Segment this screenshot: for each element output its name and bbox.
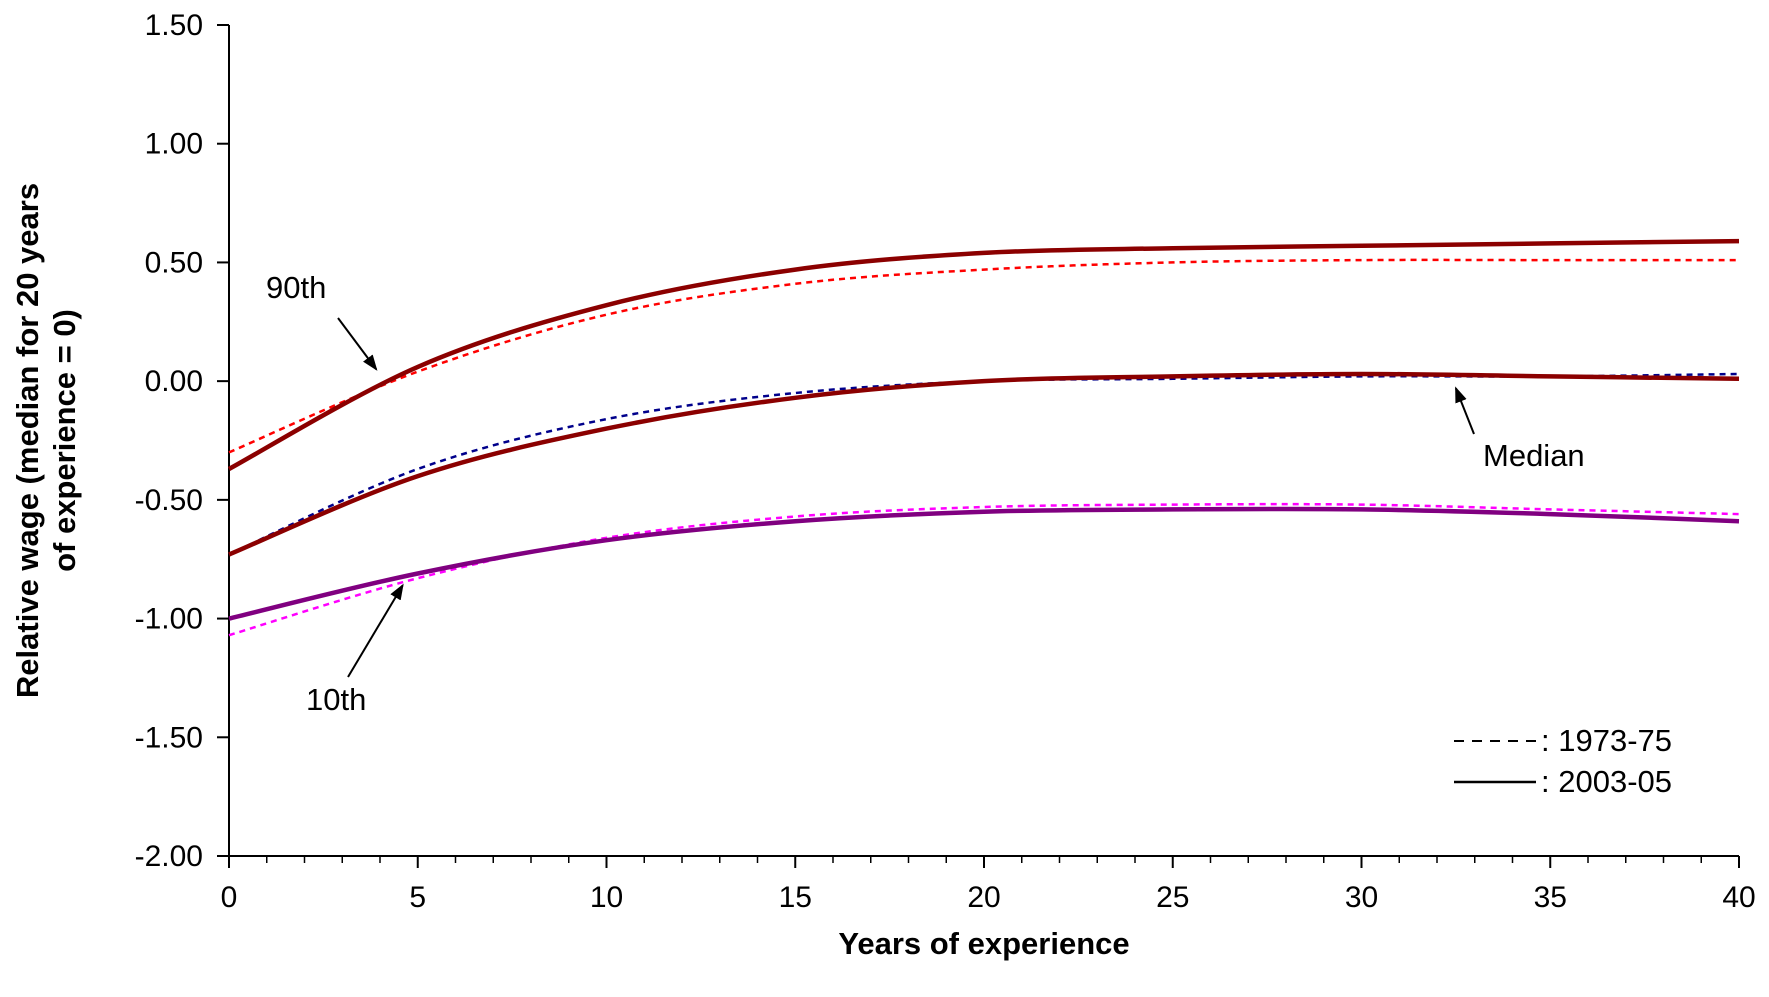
legend: : 1973-75 : 2003-05 — [1454, 723, 1672, 799]
annotation-label: Median — [1483, 438, 1585, 473]
x-axis-title: Years of experience — [838, 926, 1129, 961]
annotation-arrow — [347, 583, 404, 678]
x-tick-label: 40 — [1722, 881, 1755, 914]
legend-label: : 1973-75 — [1541, 723, 1672, 758]
series-median-2003-05 — [228, 371, 1740, 557]
series-lines — [227, 238, 1740, 637]
y-axis-title-line: Relative wage (median for 20 years — [10, 183, 45, 698]
x-tick-label: 20 — [967, 881, 1000, 914]
annotation-label: 90th — [266, 270, 326, 305]
annotations: 90th Median 10th — [266, 270, 1585, 717]
y-axis-title-line: of experience = 0) — [47, 309, 82, 572]
x-tick-label: 35 — [1534, 881, 1567, 914]
x-tick-label: 15 — [779, 881, 812, 914]
y-tick-label: 0.00 — [145, 365, 203, 398]
x-tick-label: 10 — [590, 881, 623, 914]
series-90th-1973-75 — [228, 258, 1739, 454]
series-10th-1973-75 — [228, 502, 1740, 637]
y-tick-label: 1.50 — [145, 9, 203, 42]
x-tick-label: 0 — [221, 881, 238, 914]
annotation-label: 10th — [306, 682, 366, 717]
y-tick-label: 0.50 — [145, 246, 203, 279]
series-10th-2003-05 — [228, 506, 1740, 621]
x-tick-label: 25 — [1156, 881, 1189, 914]
x-tick-label: 5 — [409, 881, 426, 914]
y-tick-label: -2.00 — [135, 840, 203, 873]
y-tick-label: -1.50 — [135, 721, 203, 754]
annotation-arrow — [1454, 386, 1475, 435]
annotation-arrow — [337, 317, 378, 371]
y-axis-title: Relative wage (median for 20 yearsof exp… — [10, 183, 82, 698]
y-tick-label: -1.00 — [135, 603, 203, 636]
axes: 1.50 1.00 0.50 0.00 -0.50 -1.00 -1.50 -2.00 0 5 10… — [10, 9, 1756, 961]
y-tick-label: 1.00 — [145, 128, 203, 161]
y-tick-label: -0.50 — [135, 484, 203, 517]
series-90th-2003-05 — [227, 238, 1740, 471]
x-tick-label: 30 — [1345, 881, 1378, 914]
legend-label: : 2003-05 — [1541, 764, 1672, 799]
